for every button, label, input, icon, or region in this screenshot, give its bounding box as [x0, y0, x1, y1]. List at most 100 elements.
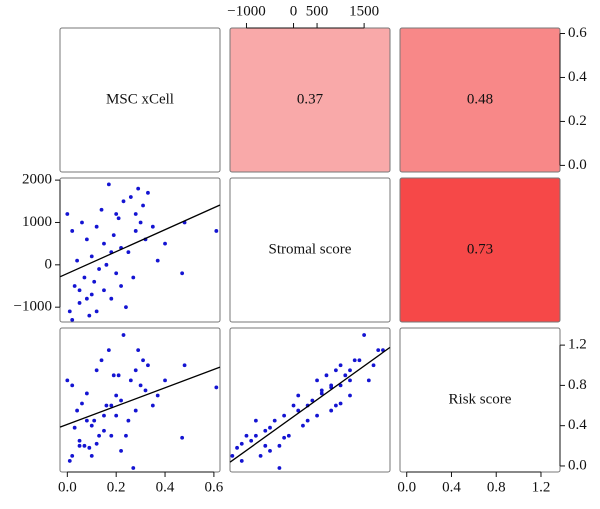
scatter-point	[163, 241, 167, 246]
scatter-point	[80, 220, 84, 225]
scatter-point	[239, 459, 244, 463]
scatter-point	[70, 453, 75, 458]
scatter-point	[119, 448, 123, 453]
scatter-point	[296, 393, 301, 398]
scatter-point	[72, 284, 77, 288]
scatter-point	[352, 358, 357, 363]
scatter-point	[82, 275, 87, 280]
scatter-point	[87, 313, 92, 318]
scatter-point	[136, 348, 141, 353]
scatter-point	[84, 391, 89, 396]
scatter-point	[182, 363, 187, 368]
scatter-point	[109, 403, 114, 408]
scatter-point	[277, 443, 282, 448]
scatter-point	[155, 258, 160, 263]
scatter-point	[102, 241, 106, 246]
scatter-point	[128, 195, 133, 199]
correlation-label: 0.73	[467, 241, 493, 257]
scatter-point	[99, 358, 104, 363]
scatter-point	[97, 267, 101, 271]
panel	[59, 327, 221, 473]
scatter-point	[376, 348, 381, 353]
scatter-point	[87, 445, 92, 450]
y-tick-label: 0.8	[568, 377, 587, 393]
panel	[59, 27, 221, 173]
scatter-point	[268, 448, 272, 453]
scatter-point	[214, 229, 219, 233]
scatter-point	[141, 358, 145, 363]
scatter-point	[291, 403, 296, 408]
scatter-point	[92, 418, 97, 423]
scatter-point	[67, 309, 72, 314]
x-tick-label: 0.0	[58, 479, 77, 495]
scatter-point	[99, 207, 104, 212]
scatter-point	[94, 368, 99, 373]
scatter-point	[77, 301, 82, 305]
scatter-point	[136, 186, 141, 191]
scatter-point	[109, 433, 114, 438]
scatter-point	[133, 212, 138, 216]
scatter-point	[150, 224, 155, 229]
scatter-point	[97, 433, 101, 438]
scatter-point	[65, 212, 70, 216]
x-tick-label: 0.4	[156, 479, 175, 495]
scatter-point	[104, 403, 109, 408]
scatter-point	[244, 433, 249, 438]
scatter-point	[133, 229, 138, 233]
scatter-point	[70, 317, 75, 322]
scatter-point	[253, 433, 258, 438]
scatter-point	[131, 275, 136, 280]
scatter-point	[310, 398, 315, 403]
scatter-point	[155, 393, 160, 398]
scatter-point	[143, 388, 148, 393]
scatter-point	[94, 224, 99, 229]
scatter-point	[114, 413, 119, 418]
variable-label: Stromal score	[269, 241, 352, 257]
y-tick-label: 0.6	[568, 25, 587, 41]
scatter-point	[89, 254, 94, 259]
panel	[59, 177, 221, 323]
scatter-point	[128, 378, 133, 383]
scatter-point	[84, 237, 89, 242]
scatter-point	[333, 403, 338, 408]
x-tick-label: 0.8	[487, 479, 506, 495]
scatter-point	[343, 373, 348, 378]
x-tick-label: 1.2	[532, 479, 551, 495]
scatter-point	[67, 459, 72, 463]
y-tick-label: 2000	[22, 172, 52, 188]
scatter-point	[89, 453, 94, 458]
scatter-point	[371, 363, 376, 368]
scatter-point	[82, 443, 87, 448]
scatter-point	[77, 443, 82, 448]
correlation-label: 0.37	[297, 91, 324, 107]
scatter-point	[89, 292, 94, 297]
scatter-point	[106, 348, 111, 353]
scatter-point	[80, 401, 84, 406]
x-tick-label: −1000	[227, 3, 265, 19]
scatter-point	[102, 288, 106, 293]
x-tick-label: 500	[306, 3, 329, 19]
x-tick-label: 0.2	[107, 479, 126, 495]
scatter-point	[324, 373, 329, 378]
scatter-point	[333, 368, 338, 373]
scatter-point	[92, 279, 97, 284]
scatter-point	[362, 333, 367, 337]
scatter-point	[258, 453, 263, 458]
scatter-point	[315, 413, 319, 418]
y-tick-label: 0.4	[568, 69, 587, 85]
scatter-point	[150, 403, 155, 408]
scatter-point	[301, 423, 305, 428]
scatter-point	[84, 418, 89, 423]
y-tick-label: −1000	[14, 299, 52, 315]
scatter-point	[104, 262, 109, 267]
panel	[229, 327, 391, 473]
scatter-point	[146, 190, 150, 195]
scatter-point	[277, 466, 282, 470]
scatter-point	[138, 220, 143, 225]
scatter-point	[141, 203, 145, 208]
x-tick-label: 0.6	[205, 479, 224, 495]
scatter-point	[119, 284, 123, 288]
scatter-point	[77, 288, 82, 293]
scatter-point	[114, 212, 119, 216]
scatter-point	[119, 398, 123, 403]
